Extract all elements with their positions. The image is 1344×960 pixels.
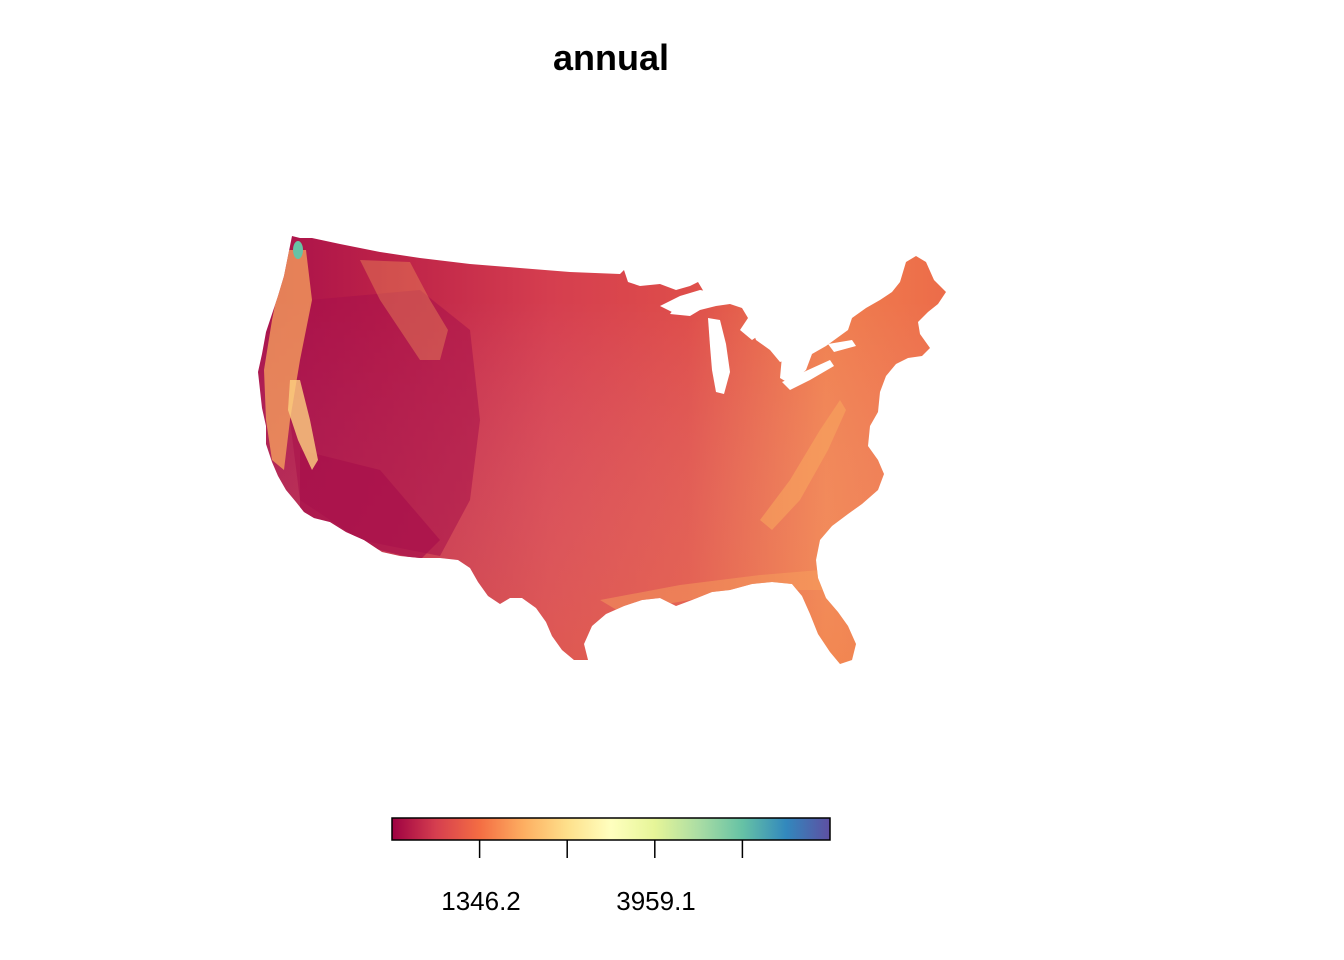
lake-michigan: [708, 318, 730, 394]
rocky-mountain-highs: [360, 260, 448, 360]
legend-label-2: 3959.1: [616, 886, 696, 916]
us-map: [258, 236, 946, 664]
pacific-coast-range: [264, 250, 312, 470]
sierra-nevada-band: [288, 380, 318, 470]
color-legend: 1346.2 3959.1: [391, 817, 831, 916]
legend-label-1: 1346.2: [441, 886, 521, 916]
lake-erie: [782, 360, 834, 390]
legend-color-bar: [391, 817, 831, 841]
olympic-peninsula-wet-spot: [293, 241, 303, 259]
great-lakes: [660, 290, 856, 394]
map-title: annual: [552, 37, 669, 78]
legend-ticks: [478, 840, 744, 858]
appalachian-band: [760, 400, 846, 530]
lake-huron: [748, 318, 792, 362]
lake-ontario: [828, 340, 856, 352]
lake-superior: [660, 290, 712, 312]
terrain-overlays: [264, 241, 846, 612]
